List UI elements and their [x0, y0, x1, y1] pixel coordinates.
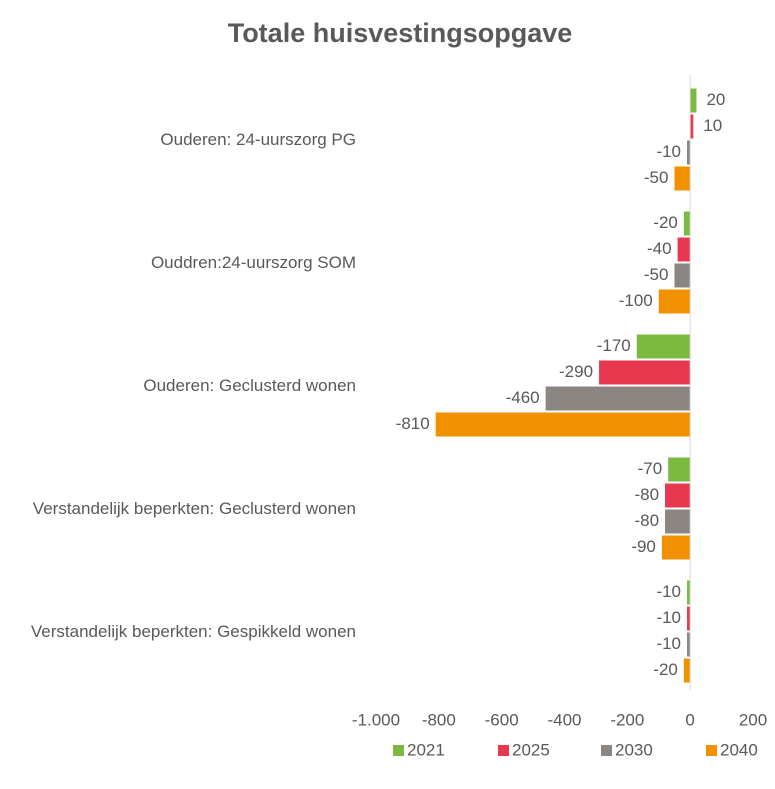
data-label: -80 — [634, 485, 659, 504]
category-label-box: Ouderen: 24-uurszorg PG — [0, 127, 356, 153]
x-tick-label: -200 — [610, 710, 644, 729]
y-tick-label: Ouderen: 24-uurszorg PG — [160, 129, 356, 149]
data-label: -80 — [634, 511, 659, 530]
bar — [677, 237, 691, 262]
data-label: -170 — [597, 336, 631, 355]
chart-title: Totale huisvestingsopgave — [228, 18, 573, 48]
category-label-box: Ouderen: Geclusterd wonen — [0, 373, 356, 399]
x-tick-label: -400 — [547, 710, 581, 729]
y-tick-label: Verstandelijk beperkten: Geclusterd wone… — [32, 498, 356, 518]
category-label-box: Ouddren:24-uurszorg SOM — [0, 250, 356, 276]
bar — [687, 140, 691, 165]
legend-label: 2021 — [407, 740, 445, 759]
data-label: -10 — [656, 142, 681, 161]
y-tick-label: Verstandelijk beperkten: Gespikkeld wone… — [30, 621, 356, 641]
bar — [599, 360, 691, 385]
legend-swatch — [601, 745, 612, 756]
legend-label: 2040 — [720, 740, 758, 759]
x-tick-label: -800 — [422, 710, 456, 729]
data-label: -290 — [559, 362, 593, 381]
bar — [687, 580, 691, 605]
data-label: -70 — [638, 459, 663, 478]
bar — [690, 88, 697, 113]
x-tick-label: 200 — [739, 710, 767, 729]
legend-swatch — [393, 745, 404, 756]
data-label: -10 — [656, 634, 681, 653]
bar — [661, 535, 691, 560]
data-label: -10 — [656, 608, 681, 627]
data-label: -50 — [644, 168, 669, 187]
bar — [690, 114, 694, 139]
data-label: -10 — [656, 582, 681, 601]
data-label: -40 — [647, 239, 672, 258]
y-tick-label: Ouderen: Geclusterd wonen — [143, 375, 356, 395]
data-label: 10 — [703, 116, 722, 135]
bar — [545, 386, 691, 411]
bar — [687, 632, 691, 657]
x-tick-label: 0 — [685, 710, 694, 729]
bar — [658, 289, 691, 314]
data-label: -90 — [631, 537, 656, 556]
category-label-box: Verstandelijk beperkten: Gespikkeld wone… — [0, 619, 356, 645]
legend-swatch — [498, 745, 509, 756]
x-tick-label: -600 — [485, 710, 519, 729]
x-tick-label: -1.000 — [352, 710, 400, 729]
bar — [674, 263, 691, 288]
data-label: -810 — [396, 414, 430, 433]
bar — [665, 509, 691, 534]
legend-label: 2025 — [512, 740, 550, 759]
data-label: -460 — [506, 388, 540, 407]
data-label: -100 — [619, 291, 653, 310]
bar — [687, 606, 691, 631]
data-label: -20 — [653, 660, 678, 679]
legend-swatch — [706, 745, 717, 756]
bar — [683, 211, 691, 236]
bar — [674, 166, 691, 191]
bar — [665, 483, 691, 508]
category-label-box: Verstandelijk beperkten: Geclusterd wone… — [0, 496, 356, 522]
data-label: 20 — [706, 90, 725, 109]
bar — [435, 412, 691, 437]
data-label: -50 — [644, 265, 669, 284]
bar — [636, 334, 691, 359]
bar — [668, 457, 691, 482]
data-label: -20 — [653, 213, 678, 232]
bar — [683, 658, 691, 683]
y-tick-label: Ouddren:24-uurszorg SOM — [150, 252, 356, 272]
legend-label: 2030 — [615, 740, 653, 759]
